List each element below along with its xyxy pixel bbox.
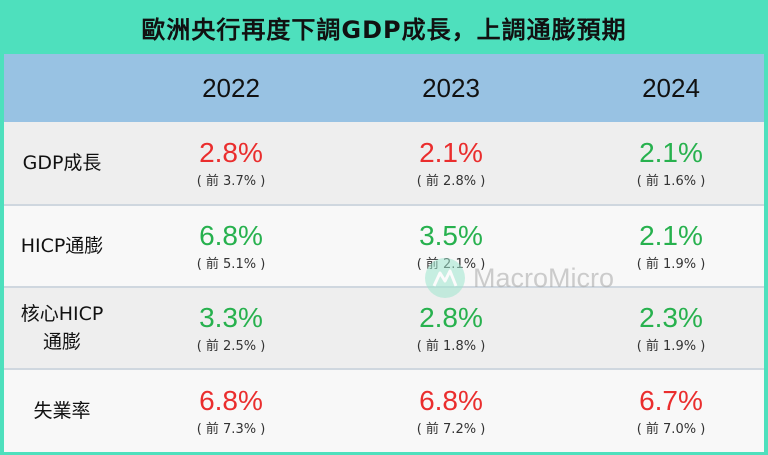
previous-forecast: ( 前 2.8% ): [416, 173, 486, 189]
table-row-unemployment: 失業率 6.8% ( 前 7.3% ) 6.8% ( 前 7.2% ) 6.7%…: [4, 370, 764, 452]
row-label-unemployment: 失業率: [33, 400, 91, 422]
table-cell: 3.5% ( 前 2.1% ): [361, 206, 541, 286]
previous-forecast: ( 前 1.6% ): [636, 173, 706, 189]
forecast-value: 2.1%: [639, 219, 703, 251]
previous-forecast: ( 前 2.5% ): [196, 338, 266, 354]
table-cell: 6.7% ( 前 7.0% ): [581, 370, 761, 452]
forecast-value: 2.8%: [199, 136, 263, 168]
forecast-table: 2022 2023 2024 GDP成長 2.8% ( 前 3.7% ) 2.1…: [4, 54, 764, 452]
table-row-hicp: HICP通膨 6.8% ( 前 5.1% ) 3.5% ( 前 2.1% ) 2…: [4, 206, 764, 286]
table-row-core-hicp: 核心HICP 通膨 3.3% ( 前 2.5% ) 2.8% ( 前 1.8% …: [4, 288, 764, 368]
previous-forecast: ( 前 5.1% ): [196, 256, 266, 272]
previous-forecast: ( 前 7.2% ): [416, 421, 486, 437]
table-cell: 3.3% ( 前 2.5% ): [141, 288, 321, 368]
row-label-gdp: GDP成長: [22, 152, 102, 174]
table-cell: 2.1% ( 前 2.8% ): [361, 122, 541, 204]
row-divider: [4, 286, 764, 288]
previous-forecast: ( 前 7.3% ): [196, 421, 266, 437]
row-divider: [4, 368, 764, 370]
table-cell: 6.8% ( 前 5.1% ): [141, 206, 321, 286]
forecast-value: 2.1%: [419, 136, 483, 168]
column-header-2022: 2022: [202, 72, 260, 103]
forecast-value: 3.5%: [419, 219, 483, 251]
page-title: 歐洲央行再度下調GDP成長，上調通膨預期: [141, 15, 627, 44]
forecast-value: 6.7%: [639, 384, 703, 416]
row-label-core-hicp: 核心HICP 通膨: [4, 288, 120, 368]
previous-forecast: ( 前 2.1% ): [416, 256, 486, 272]
previous-forecast: ( 前 1.8% ): [416, 338, 486, 354]
previous-forecast: ( 前 3.7% ): [196, 173, 266, 189]
row-divider: [4, 204, 764, 206]
column-header-2024: 2024: [642, 72, 700, 103]
row-label-hicp: HICP通膨: [20, 235, 104, 257]
forecast-value: 2.3%: [639, 301, 703, 333]
row-label-line: 核心HICP: [20, 303, 104, 325]
forecast-value: 2.1%: [639, 136, 703, 168]
table-cell: 6.8% ( 前 7.3% ): [141, 370, 321, 452]
forecast-value: 2.8%: [419, 301, 483, 333]
previous-forecast: ( 前 7.0% ): [636, 421, 706, 437]
table-cell: 2.1% ( 前 1.6% ): [581, 122, 761, 204]
previous-forecast: ( 前 1.9% ): [636, 338, 706, 354]
column-header-2023: 2023: [422, 72, 480, 103]
forecast-value: 6.8%: [199, 384, 263, 416]
forecast-value: 3.3%: [199, 301, 263, 333]
table-cell: 2.3% ( 前 1.9% ): [581, 288, 761, 368]
table-header-row: 2022 2023 2024: [4, 54, 764, 122]
forecast-value: 6.8%: [199, 219, 263, 251]
row-label-line: 通膨: [42, 331, 81, 353]
forecast-value: 6.8%: [419, 384, 483, 416]
table-cell: 2.8% ( 前 1.8% ): [361, 288, 541, 368]
previous-forecast: ( 前 1.9% ): [636, 256, 706, 272]
table-cell: 6.8% ( 前 7.2% ): [361, 370, 541, 452]
table-cell: 2.8% ( 前 3.7% ): [141, 122, 321, 204]
table-cell: 2.1% ( 前 1.9% ): [581, 206, 761, 286]
table-row-gdp: GDP成長 2.8% ( 前 3.7% ) 2.1% ( 前 2.8% ) 2.…: [4, 122, 764, 204]
